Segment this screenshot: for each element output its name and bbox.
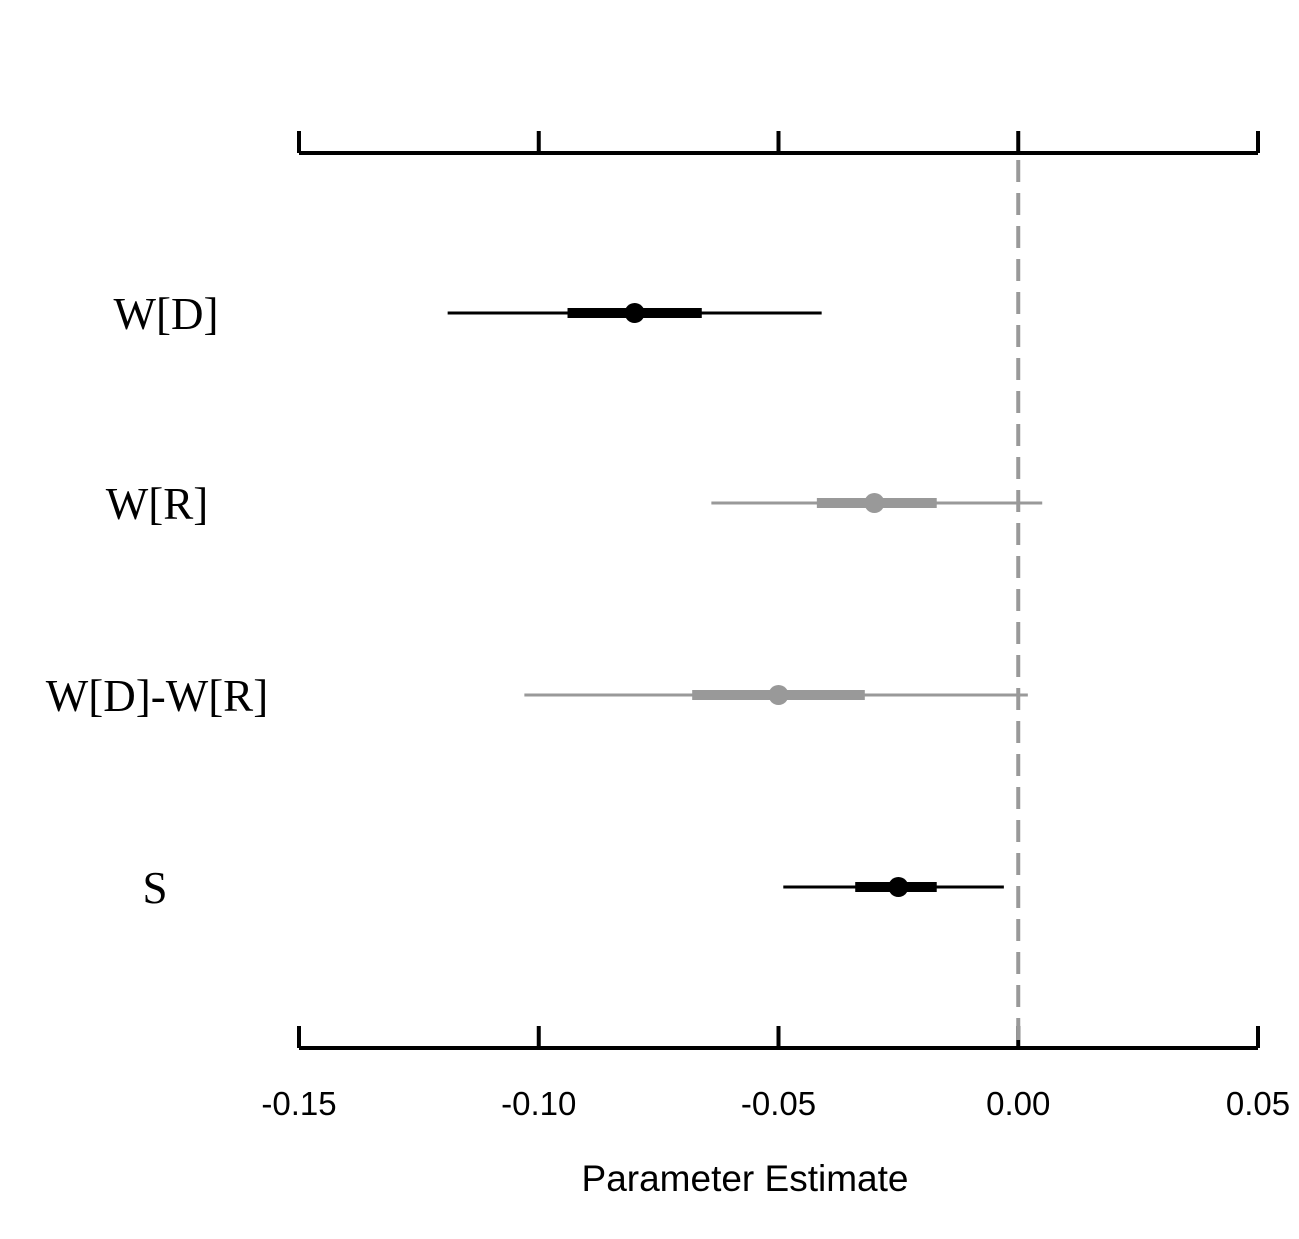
interval-1 <box>447 303 822 323</box>
interval-4 <box>783 877 1004 897</box>
axes: -0.15 -0.10 -0.05 0.00 0.05 <box>261 131 1290 1122</box>
parameter-label: W[D] <box>114 289 219 339</box>
x-axis-label: Parameter Estimate <box>582 1158 909 1199</box>
x-tick-label: -0.15 <box>261 1085 336 1122</box>
parameter-labels: W[D] W[R] W[D]-W[R] S <box>46 289 268 913</box>
interval-3 <box>524 685 1028 705</box>
x-tick-label: 0.00 <box>986 1085 1050 1122</box>
point-estimate <box>768 685 789 705</box>
x-tick-label: -0.05 <box>741 1085 816 1122</box>
parameter-label: W[D]-W[R] <box>46 671 268 721</box>
parameter-label: W[R] <box>106 479 208 529</box>
x-tick-label: -0.10 <box>501 1085 576 1122</box>
point-estimate <box>888 877 909 897</box>
point-estimate <box>864 493 885 513</box>
parameter-label: S <box>142 863 167 913</box>
point-estimate <box>624 303 645 323</box>
interval-2 <box>711 493 1043 513</box>
intervals <box>447 303 1043 897</box>
x-tick-label: 0.05 <box>1226 1085 1290 1122</box>
